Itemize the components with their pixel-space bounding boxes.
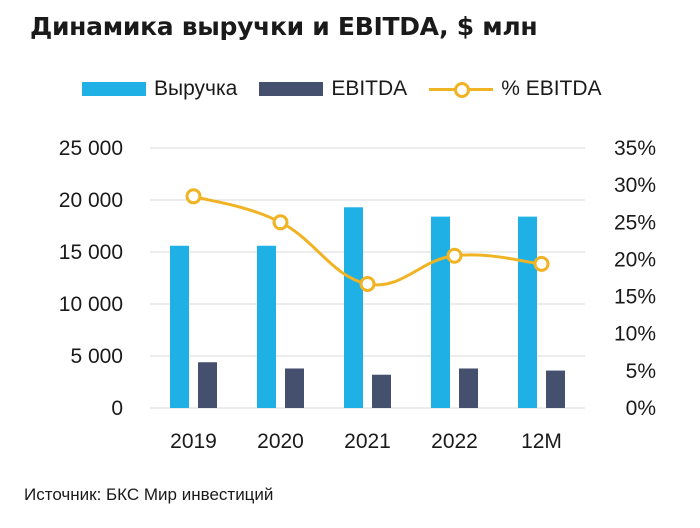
bar-ebitda <box>372 374 391 408</box>
point-margin <box>533 255 550 272</box>
y2-tick-label: 30% <box>614 174 656 197</box>
point-margin <box>359 275 376 292</box>
y2-tick-label: 0% <box>626 397 656 420</box>
legend-label-ebitda: EBITDA <box>331 77 408 100</box>
legend-swatch-margin <box>429 80 494 98</box>
x-tick-label: 2019 <box>170 430 217 453</box>
y2-tick-label: 10% <box>614 323 656 346</box>
chart-title: Динамика выручки и EBITDA, $ млн <box>30 12 538 41</box>
bar-revenue <box>518 216 537 408</box>
x-tick-label: 12M <box>521 430 562 453</box>
legend: Выручка EBITDA % EBITDA <box>82 74 624 104</box>
y2-tick-label: 20% <box>614 248 656 271</box>
y2-tick-label: 15% <box>614 286 656 309</box>
bar-ebitda <box>198 362 217 408</box>
point-margin <box>446 247 463 264</box>
source-note: Источник: БКС Мир инвестиций <box>24 485 274 504</box>
y2-tick-label: 35% <box>614 137 656 160</box>
y-tick-label: 5 000 <box>70 345 123 368</box>
y-tick-label: 10 000 <box>59 293 123 316</box>
legend-label-margin: % EBITDA <box>501 77 602 100</box>
x-tick-label: 2022 <box>431 430 478 453</box>
y-tick-label: 0 <box>111 397 123 420</box>
legend-label-revenue: Выручка <box>154 77 238 100</box>
bar-revenue <box>344 207 363 408</box>
y-tick-label: 15 000 <box>59 241 123 264</box>
point-margin <box>185 188 202 205</box>
bar-revenue <box>257 245 276 408</box>
x-tick-label: 2021 <box>344 430 391 453</box>
bar-revenue <box>170 245 189 408</box>
series-line-margin <box>193 194 542 287</box>
bar-ebitda <box>459 368 478 408</box>
y2-tick-label: 5% <box>626 360 656 383</box>
y-tick-label: 20 000 <box>59 189 123 212</box>
legend-item-ebitda: EBITDA <box>259 77 407 101</box>
bar-ebitda <box>546 370 565 408</box>
point-margin <box>272 214 289 231</box>
bar-revenue <box>431 216 450 408</box>
x-tick-label: 2020 <box>257 430 304 453</box>
y-tick-label: 25 000 <box>59 137 123 160</box>
legend-item-margin: % EBITDA <box>429 77 602 101</box>
legend-swatch-ebitda <box>259 82 324 96</box>
y2-tick-label: 25% <box>614 211 656 234</box>
legend-item-revenue: Выручка <box>82 77 237 101</box>
legend-swatch-revenue <box>82 82 146 96</box>
bar-ebitda <box>285 368 304 408</box>
